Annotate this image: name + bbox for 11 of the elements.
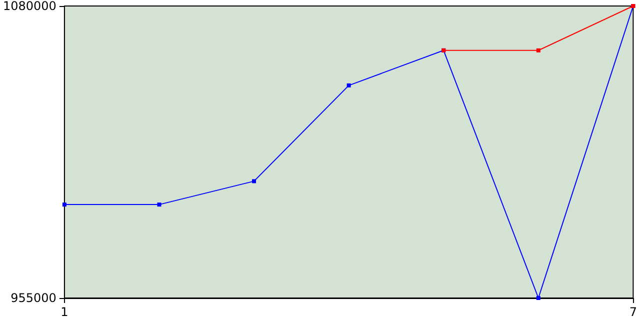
y-tick-label: 955000 (10, 291, 56, 305)
line-series (62, 4, 636, 300)
x-tick-label: 1 (60, 305, 68, 319)
point (536, 296, 540, 300)
point (252, 179, 256, 184)
point (157, 202, 162, 207)
point (536, 48, 540, 52)
point (346, 83, 351, 88)
y-tick-label: 1080000 (2, 0, 56, 13)
point (62, 202, 66, 207)
x-tick-label: 7 (629, 305, 638, 319)
